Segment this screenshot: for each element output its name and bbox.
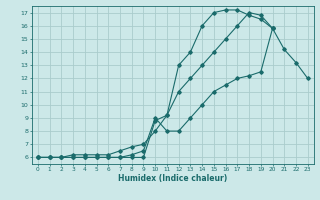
X-axis label: Humidex (Indice chaleur): Humidex (Indice chaleur) — [118, 174, 228, 183]
